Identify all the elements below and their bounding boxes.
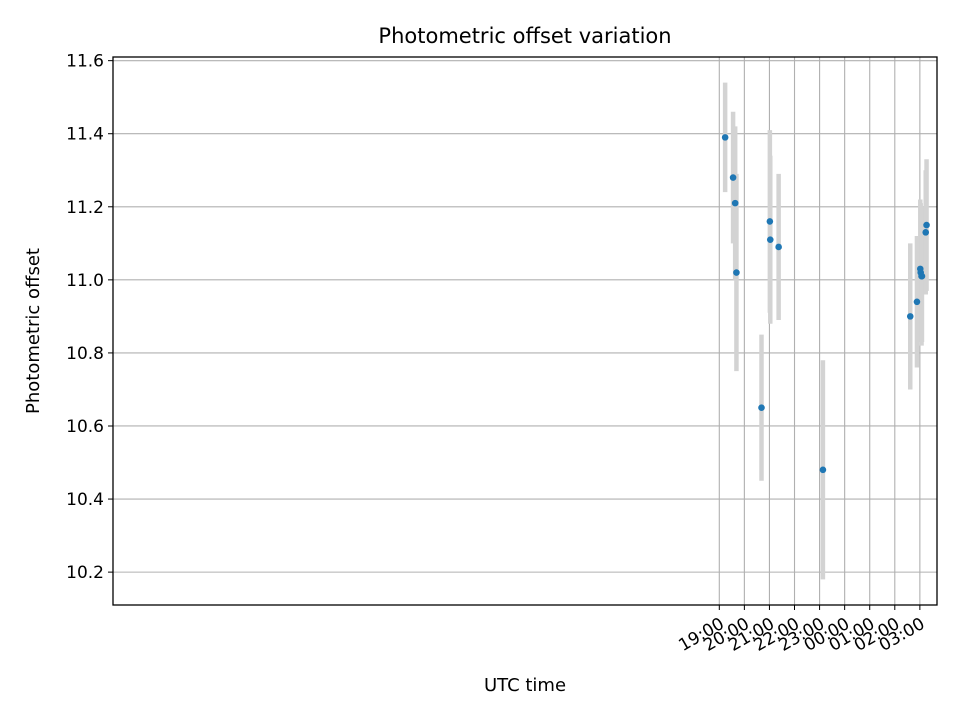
data-point	[729, 174, 737, 181]
plot-frame	[112, 56, 938, 606]
data-point	[775, 243, 782, 251]
y-axis-label: Photometric offset	[23, 248, 44, 414]
data-point	[819, 466, 827, 474]
data-point	[766, 236, 774, 243]
y-tick-label: 10.2	[66, 563, 104, 583]
errorbars	[722, 82, 929, 580]
y-tick-label: 10.4	[66, 490, 104, 510]
data-point	[922, 229, 930, 236]
chart-title: Photometric offset variation	[378, 24, 671, 48]
y-tick-label: 11.2	[66, 198, 104, 218]
data-point	[906, 313, 914, 320]
data-point	[923, 221, 930, 229]
y-tick-label: 11.0	[66, 271, 104, 291]
data-point	[758, 404, 765, 412]
data-point	[733, 269, 740, 276]
y-axis: 10.2 10.4 10.6 10.8 11.0 11.2 11.4 11.6	[66, 52, 113, 583]
x-axis: 19:0020:0021:0022:0023:0000:0001:0002:00…	[675, 605, 928, 656]
data-point	[766, 218, 774, 225]
data-point	[918, 272, 926, 280]
x-axis-label: UTC time	[484, 675, 566, 696]
y-tick-label: 11.4	[66, 125, 104, 145]
y-tick-label: 10.6	[66, 417, 104, 437]
data-point	[731, 199, 739, 207]
y-tick-label: 11.6	[66, 52, 104, 72]
y-tick-label: 10.8	[66, 344, 104, 364]
grid	[113, 57, 937, 605]
data-point	[913, 298, 921, 306]
data-points	[721, 134, 930, 474]
data-point	[721, 134, 729, 141]
